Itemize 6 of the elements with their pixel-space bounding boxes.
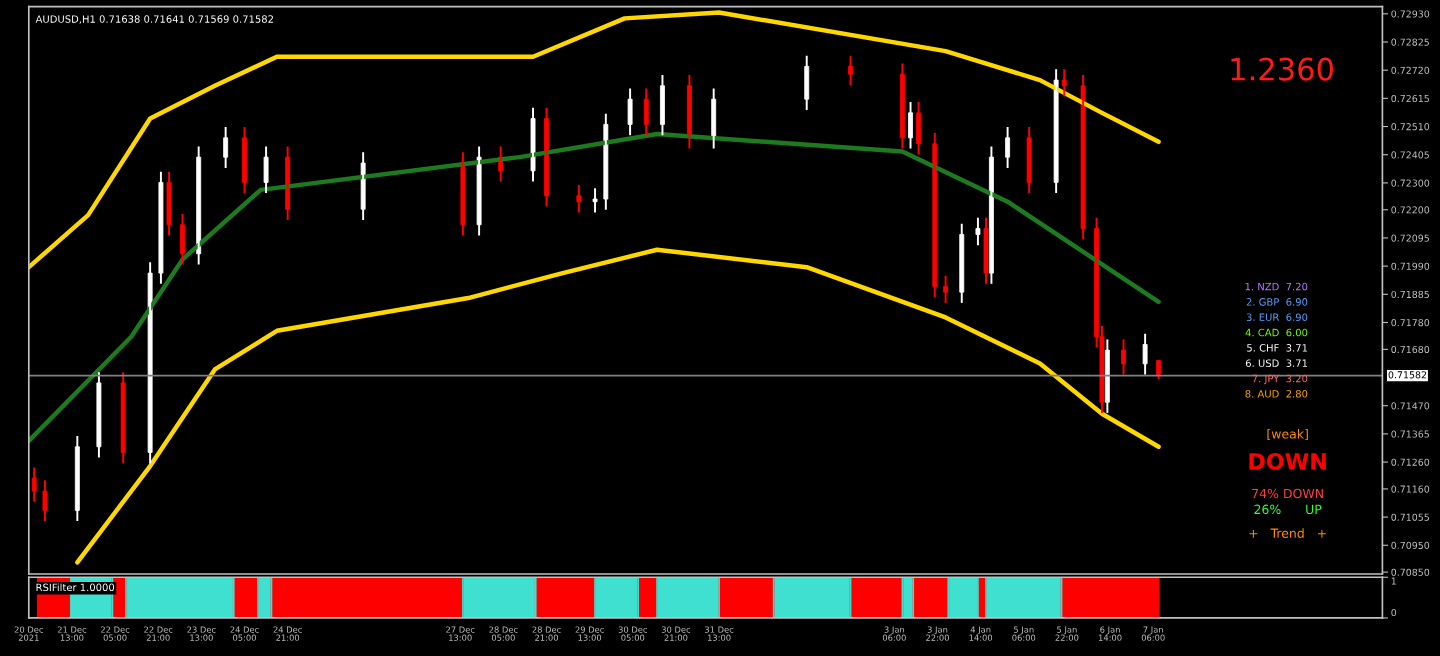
annotation: DOWN (1249, 452, 1326, 470)
annotation: 1.2360 (1231, 57, 1333, 81)
line-series (28, 10, 1161, 270)
line-series (28, 131, 1161, 444)
line-series (75, 247, 1161, 565)
candlestick (592, 187, 598, 214)
